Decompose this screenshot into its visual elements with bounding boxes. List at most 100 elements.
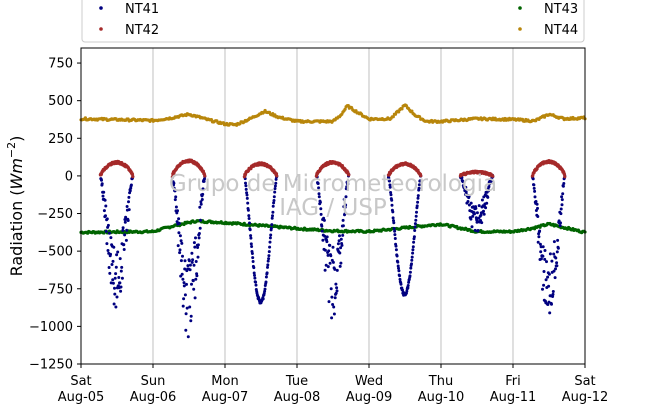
data-point — [391, 216, 395, 220]
data-point — [123, 233, 127, 237]
x-tick-label-day: Fri — [505, 374, 521, 389]
data-point — [252, 271, 256, 275]
data-point — [469, 217, 473, 221]
data-point — [412, 240, 416, 244]
data-point — [125, 228, 129, 232]
data-point — [397, 266, 400, 270]
data-point — [127, 208, 131, 212]
data-point — [112, 245, 116, 249]
data-point — [177, 231, 181, 235]
data-point — [121, 228, 125, 232]
data-point — [489, 179, 493, 183]
data-point — [343, 205, 347, 209]
x-tick-label-date: Aug-05 — [58, 390, 105, 405]
data-point — [272, 195, 276, 199]
data-point — [533, 189, 537, 193]
data-point — [130, 172, 135, 176]
data-point — [264, 275, 268, 279]
data-point — [547, 284, 551, 288]
data-point — [410, 262, 413, 266]
data-point — [334, 282, 338, 286]
data-point — [245, 196, 249, 200]
data-point — [190, 282, 193, 286]
data-point — [547, 272, 551, 276]
data-point — [196, 255, 200, 259]
legend-entry-nt42: NT42 — [99, 23, 159, 38]
y-tick-label: 0 — [65, 169, 73, 184]
x-tick-label-day: Sat — [574, 374, 595, 389]
data-point — [120, 265, 124, 269]
data-point — [244, 187, 248, 191]
data-point — [411, 251, 415, 255]
data-point — [331, 245, 335, 249]
data-point — [536, 206, 539, 210]
data-point — [408, 274, 412, 278]
data-point — [109, 236, 113, 240]
data-point — [247, 214, 251, 218]
data-point — [388, 183, 392, 187]
data-point — [271, 210, 275, 214]
data-point — [195, 274, 199, 278]
data-point — [410, 109, 414, 113]
data-point — [202, 179, 206, 183]
data-point — [393, 237, 397, 240]
data-point — [113, 286, 116, 290]
data-point — [120, 276, 124, 280]
data-point — [410, 255, 414, 259]
x-axis: SatAug-05SunAug-06MonAug-07TueAug-08WedA… — [58, 364, 608, 405]
data-point — [247, 217, 251, 220]
data-point — [107, 231, 111, 235]
data-point — [409, 266, 413, 270]
data-point — [272, 199, 276, 202]
data-point — [339, 261, 343, 265]
data-point — [552, 240, 556, 244]
legend-marker — [99, 6, 103, 10]
data-point — [473, 228, 477, 232]
data-point — [203, 177, 206, 181]
data-point — [341, 224, 345, 228]
data-point — [467, 194, 471, 198]
data-point — [319, 207, 323, 211]
data-point — [194, 236, 197, 240]
data-point — [327, 249, 331, 253]
data-point — [548, 311, 552, 315]
data-point — [410, 258, 414, 262]
data-point — [266, 265, 269, 269]
y-tick-label: −1250 — [29, 358, 73, 373]
data-point — [562, 182, 566, 185]
data-point — [122, 248, 126, 251]
data-point — [320, 224, 324, 228]
data-point — [541, 254, 545, 258]
data-point — [561, 184, 565, 188]
data-point — [127, 195, 131, 199]
data-point — [119, 285, 123, 289]
data-point — [191, 258, 195, 262]
y-tick-label: −250 — [37, 207, 73, 222]
data-point — [344, 195, 348, 199]
data-point — [183, 267, 187, 271]
data-point — [249, 242, 253, 246]
data-point — [340, 243, 344, 247]
y-axis-label: Radiation (Wm−2) — [5, 136, 26, 277]
data-point — [106, 249, 110, 252]
data-point — [539, 245, 543, 249]
data-point — [534, 200, 538, 203]
data-point — [275, 174, 279, 178]
data-point — [183, 259, 187, 263]
data-point — [184, 328, 188, 332]
data-point — [108, 271, 112, 275]
data-point — [558, 224, 562, 228]
data-point — [393, 229, 397, 233]
x-tick-label-date: Aug-06 — [130, 390, 177, 405]
data-point — [250, 245, 254, 248]
data-point — [543, 249, 547, 252]
data-point — [201, 192, 205, 196]
data-point — [251, 260, 255, 263]
data-point — [180, 272, 184, 276]
data-point — [546, 275, 550, 279]
data-point — [328, 243, 332, 247]
legend-entry-nt44: NT44 — [518, 23, 578, 38]
data-point — [560, 198, 564, 202]
data-point — [413, 225, 417, 229]
